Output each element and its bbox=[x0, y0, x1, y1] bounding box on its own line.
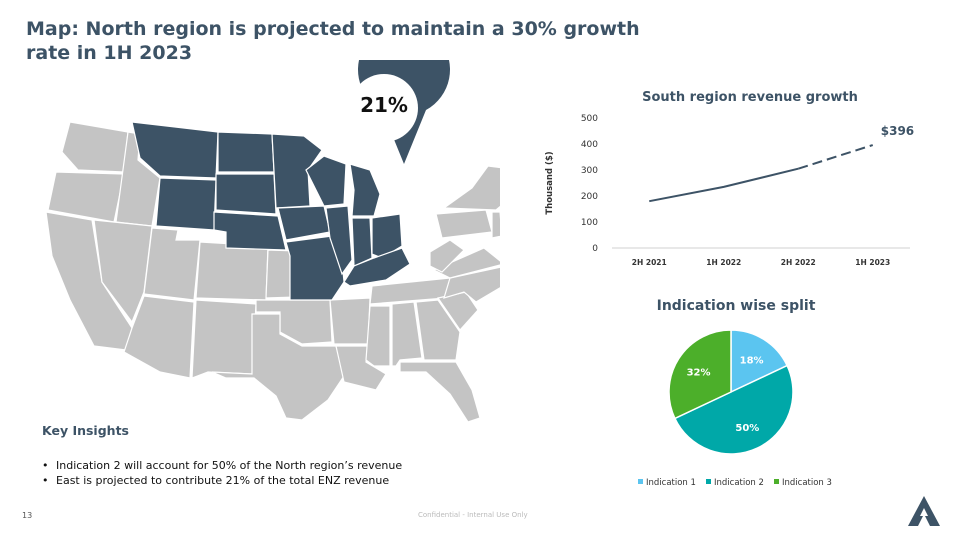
footer-note: Confidential - Internal Use Only bbox=[418, 511, 528, 519]
state-virginia bbox=[432, 247, 500, 279]
y-axis-label: Thousand ($) bbox=[545, 151, 555, 214]
slide-title: Map: North region is projected to mainta… bbox=[26, 18, 640, 64]
state-nebraska bbox=[213, 211, 287, 251]
state-new-mexico bbox=[191, 299, 257, 379]
state-michigan bbox=[349, 163, 381, 217]
state-wyoming bbox=[155, 177, 217, 231]
insights-title: Key Insights bbox=[42, 423, 129, 438]
state-new-jersey bbox=[491, 211, 500, 239]
x-tick-label: 2H 2022 bbox=[781, 258, 816, 267]
x-tick-label: 1H 2022 bbox=[706, 258, 741, 267]
legend-swatch bbox=[706, 479, 711, 484]
state-georgia bbox=[415, 299, 461, 361]
pie-slice bbox=[673, 364, 794, 455]
legend-label: Indication 3 bbox=[782, 478, 832, 488]
x-tick-label: 1H 2023 bbox=[855, 258, 890, 267]
page-number: 13 bbox=[22, 511, 33, 520]
state-west-virginia bbox=[429, 239, 465, 273]
state-new-york bbox=[442, 165, 500, 211]
callout-value: 21% bbox=[360, 93, 408, 117]
state-arkansas bbox=[329, 297, 371, 345]
state-pennsylvania bbox=[435, 209, 493, 239]
pie-slice bbox=[668, 329, 732, 420]
pie-slice bbox=[730, 329, 789, 394]
state-north-carolina bbox=[443, 266, 500, 303]
series-line-projected bbox=[797, 144, 874, 170]
line-chart-title: South region revenue growth bbox=[642, 90, 858, 105]
state-alabama bbox=[391, 301, 423, 367]
x-tick-label: 2H 2021 bbox=[632, 258, 667, 267]
state-mississippi bbox=[365, 305, 391, 367]
pie-chart: 18% 50% 32% Indication 1 Indication 2 Indicat… bbox=[638, 329, 832, 488]
state-utah bbox=[143, 227, 201, 301]
callout-pin bbox=[350, 60, 450, 164]
series-line-actual bbox=[649, 167, 799, 203]
y-tick-label: 400 bbox=[581, 140, 598, 150]
pie-data-label: 18% bbox=[740, 356, 764, 367]
pie-data-label: 32% bbox=[687, 367, 711, 378]
insight-bullet-2: East is projected to contribute 21% of t… bbox=[42, 473, 402, 488]
state-south-dakota bbox=[215, 173, 277, 215]
legend-label: Indication 2 bbox=[714, 478, 764, 488]
state-arizona bbox=[123, 295, 195, 379]
insights-list: Indication 2 will account for 50% of the… bbox=[42, 458, 402, 488]
state-colorado bbox=[195, 241, 269, 301]
y-tick-label: 500 bbox=[581, 114, 598, 124]
pie-chart-title: Indication wise split bbox=[656, 298, 816, 314]
pie-data-label: 50% bbox=[735, 423, 759, 434]
state-illinois bbox=[325, 205, 353, 276]
company-logo-icon bbox=[908, 496, 940, 526]
line-chart: 0 100 200 300 400 500 2H 2021 1H 2022 2H 2022 1H … bbox=[545, 114, 914, 267]
state-washington bbox=[61, 121, 129, 173]
y-tick-label: 0 bbox=[592, 244, 598, 254]
data-label: $396 bbox=[881, 124, 914, 138]
y-tick-label: 200 bbox=[581, 192, 598, 202]
state-florida bbox=[399, 361, 481, 423]
us-map bbox=[45, 60, 500, 423]
state-indiana bbox=[351, 217, 373, 267]
state-texas bbox=[211, 313, 345, 421]
y-tick-label: 100 bbox=[581, 218, 598, 228]
state-kentucky bbox=[343, 247, 411, 287]
legend-label: Indication 1 bbox=[646, 478, 696, 488]
legend-swatch bbox=[638, 479, 643, 484]
state-iowa bbox=[277, 205, 331, 241]
state-north-dakota bbox=[217, 131, 275, 173]
state-nevada bbox=[93, 219, 153, 324]
state-wisconsin bbox=[305, 155, 347, 207]
map-north-region bbox=[131, 121, 411, 301]
insight-bullet-1: Indication 2 will account for 50% of the… bbox=[42, 458, 402, 473]
y-tick-label: 300 bbox=[581, 166, 598, 176]
legend-swatch bbox=[774, 479, 779, 484]
state-montana bbox=[131, 121, 219, 179]
